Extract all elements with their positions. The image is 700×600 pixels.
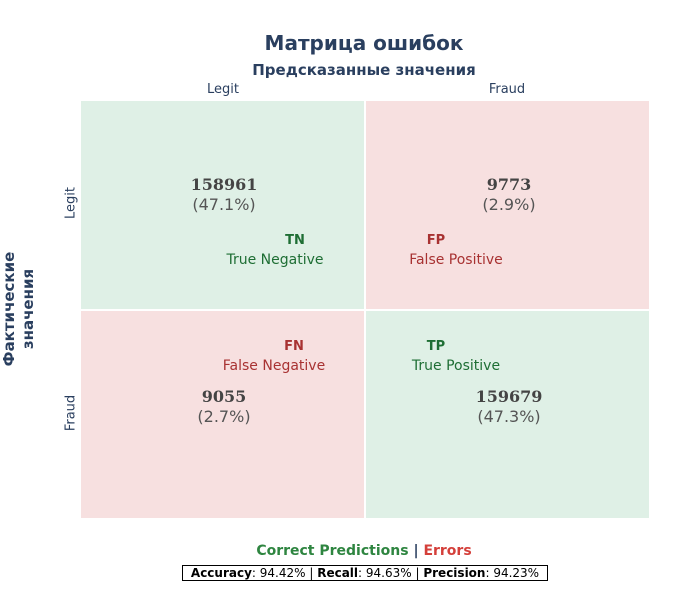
cell-percent: (2.9%) [482, 195, 536, 214]
cell-abbreviation: FN [284, 338, 304, 354]
legend-separator: | [413, 543, 419, 559]
cell-value: 159679 [475, 386, 543, 406]
cell-description: False Positive [409, 252, 503, 268]
confusion-matrix-grid: 158961 (47.1%) TN True Negative 9773 (2.9%) FP… [81, 101, 649, 518]
matrix-cell-fn: 9055 (2.7%) FN False Negative [81, 310, 364, 518]
chart-title: Матрица ошибок [264, 31, 464, 55]
accuracy-label: Accuracy [190, 566, 252, 580]
x-axis-title: Предсказанные значения [252, 61, 476, 79]
y-axis-title-line2: значения [19, 268, 37, 350]
y-tick-label-legit: Legit [63, 187, 79, 219]
cell-percent: (2.7%) [197, 406, 251, 426]
matrix-cell-fp: 9773 (2.9%) FP False Positive [366, 101, 649, 309]
y-axis-title: Фактические значения [0, 199, 38, 419]
x-tick-label-legit: Legit [207, 82, 239, 97]
accuracy-value: 94.42% [259, 566, 306, 580]
cell-percent: (47.3%) [477, 406, 541, 426]
cell-value: 9773 [486, 175, 532, 194]
matrix-cell-tn: 158961 (47.1%) TN True Negative [81, 101, 364, 309]
precision-value: 94.23% [493, 566, 540, 580]
metrics-box: Accuracy: 94.42% | Recall: 94.63% | Prec… [182, 565, 548, 581]
recall-value: 94.63% [365, 566, 412, 580]
legend: Correct Predictions | Errors [0, 543, 700, 559]
cell-description: True Positive [411, 357, 501, 374]
cell-description: False Negative [222, 357, 326, 374]
legend-errors: Errors [423, 543, 472, 559]
cell-abbreviation: TN [285, 233, 305, 248]
cell-value: 9055 [201, 386, 247, 406]
matrix-cell-tp: 159679 (47.3%) TP True Positive [366, 310, 649, 518]
cell-abbreviation: TP [426, 338, 446, 354]
cell-abbreviation: FP [426, 233, 446, 248]
cell-value: 158961 [190, 175, 258, 194]
recall-label: Recall [317, 566, 359, 580]
legend-correct: Correct Predictions [256, 543, 409, 559]
y-axis-title-line1: Фактические [0, 251, 18, 367]
cell-percent: (47.1%) [192, 195, 256, 214]
cell-description: True Negative [226, 252, 324, 268]
y-tick-label-fraud: Fraud [63, 394, 79, 432]
x-tick-label-fraud: Fraud [488, 82, 526, 97]
precision-label: Precision [423, 566, 486, 580]
